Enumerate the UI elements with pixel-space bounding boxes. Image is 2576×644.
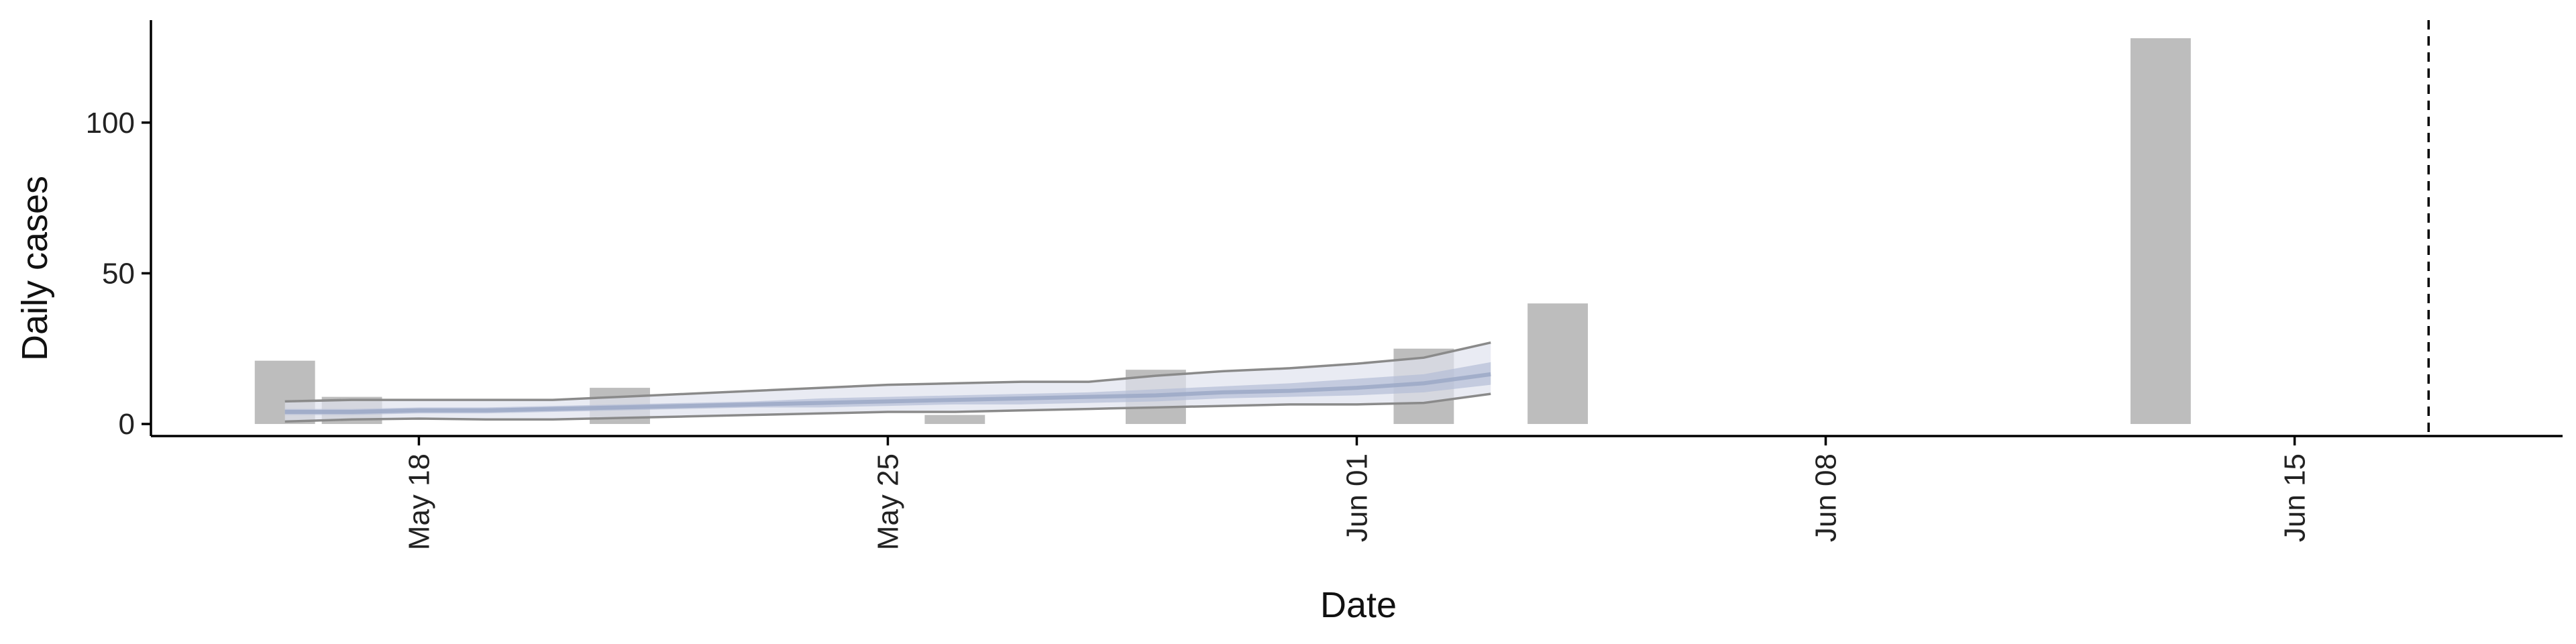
bar-7 <box>2130 38 2191 425</box>
ticks-layer: 0 50 100 May 18 May 25 Jun 01 Jun 08 Jun 15 <box>86 107 2312 551</box>
y-tick-label-0: 0 <box>119 408 135 441</box>
bars-layer <box>254 38 2191 425</box>
y-tick-label-1: 50 <box>102 257 135 290</box>
outer-lower-edge <box>284 392 1491 423</box>
x-tick-label-3: Jun 08 <box>1810 453 1843 542</box>
x-axis-title: Date <box>1320 585 1397 625</box>
bar-3 <box>924 415 985 425</box>
outer-upper-edge <box>284 341 1491 403</box>
x-tick-label-4: Jun 15 <box>2279 453 2312 542</box>
x-tick-label-0: May 18 <box>402 453 435 550</box>
outer-interval-band <box>284 342 1491 422</box>
projection-bands-layer <box>284 341 1491 423</box>
x-tick-label-2: Jun 01 <box>1341 453 1374 542</box>
y-tick-label-2: 100 <box>86 107 135 140</box>
y-axis-title: Daily cases <box>15 176 55 361</box>
x-tick-label-1: May 25 <box>871 453 904 550</box>
median-line <box>284 372 1491 415</box>
bar-6 <box>1527 303 1589 425</box>
